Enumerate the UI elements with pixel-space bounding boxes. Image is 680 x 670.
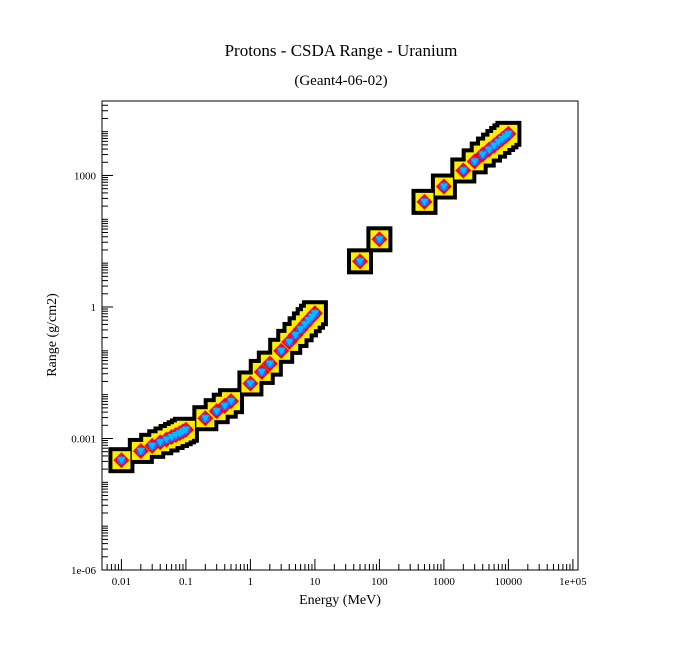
triangle-marker	[265, 360, 274, 368]
x-tick-label: 1e+05	[559, 576, 587, 588]
triangle-marker	[148, 442, 157, 450]
triangle-marker	[201, 415, 210, 423]
x-axis-label: Energy (MeV)	[299, 593, 381, 608]
triangle-marker	[300, 321, 309, 329]
x-tick-label: 1000	[433, 576, 456, 588]
triangle-marker	[420, 198, 429, 206]
y-tick-label: 1e-06	[71, 565, 97, 577]
x-tick-label: 1	[248, 576, 254, 588]
triangle-marker	[470, 158, 479, 166]
x-tick-label: 10000	[495, 576, 523, 588]
x-tick-label: 100	[371, 576, 388, 588]
triangle-marker	[181, 426, 190, 434]
y-axis-ticks: 1e-06 0.001 1 1000	[71, 100, 113, 577]
triangle-marker	[310, 310, 319, 318]
triangle-marker	[156, 439, 165, 447]
triangle-marker	[226, 398, 235, 406]
plot-frame	[101, 100, 579, 571]
triangle-marker	[355, 258, 364, 266]
triangle-marker	[212, 408, 221, 416]
triangle-marker	[246, 380, 255, 388]
triangle-marker	[291, 331, 300, 339]
x-axis-ticks: 0.01 0.1 1 10 100 1000 10000 1e+05	[101, 559, 587, 588]
triangle-marker	[490, 142, 499, 150]
chart-title: Protons - CSDA Range - Uranium	[225, 41, 458, 60]
triangle-marker	[220, 402, 229, 410]
triangle-marker	[257, 368, 266, 376]
triangle-marker	[162, 436, 171, 444]
triangle-marker	[304, 317, 313, 325]
triangle-marker	[277, 347, 286, 355]
triangle-marker	[375, 236, 384, 244]
y-tick-label: 0.001	[71, 433, 96, 445]
triangle-marker	[459, 167, 468, 175]
x-tick-label: 0.01	[112, 576, 131, 588]
chart-subtitle: (Geant4-06-02)	[294, 73, 387, 89]
triangle-marker	[136, 447, 145, 455]
triangle-marker	[504, 130, 513, 138]
x-tick-label: 0.1	[179, 576, 193, 588]
triangle-marker	[484, 146, 493, 154]
x-tick-label: 10	[309, 576, 321, 588]
triangle-marker	[117, 457, 126, 465]
triangle-marker	[494, 139, 503, 147]
data-markers	[108, 120, 522, 474]
y-tick-label: 1	[91, 302, 97, 314]
triangle-marker	[285, 338, 294, 346]
y-axis-label: Range (g/cm2)	[45, 293, 60, 377]
y-tick-label: 1000	[74, 170, 97, 182]
triangle-marker	[439, 183, 448, 191]
triangle-marker	[296, 326, 305, 334]
triangle-marker	[167, 434, 176, 442]
triangle-marker	[478, 151, 487, 159]
